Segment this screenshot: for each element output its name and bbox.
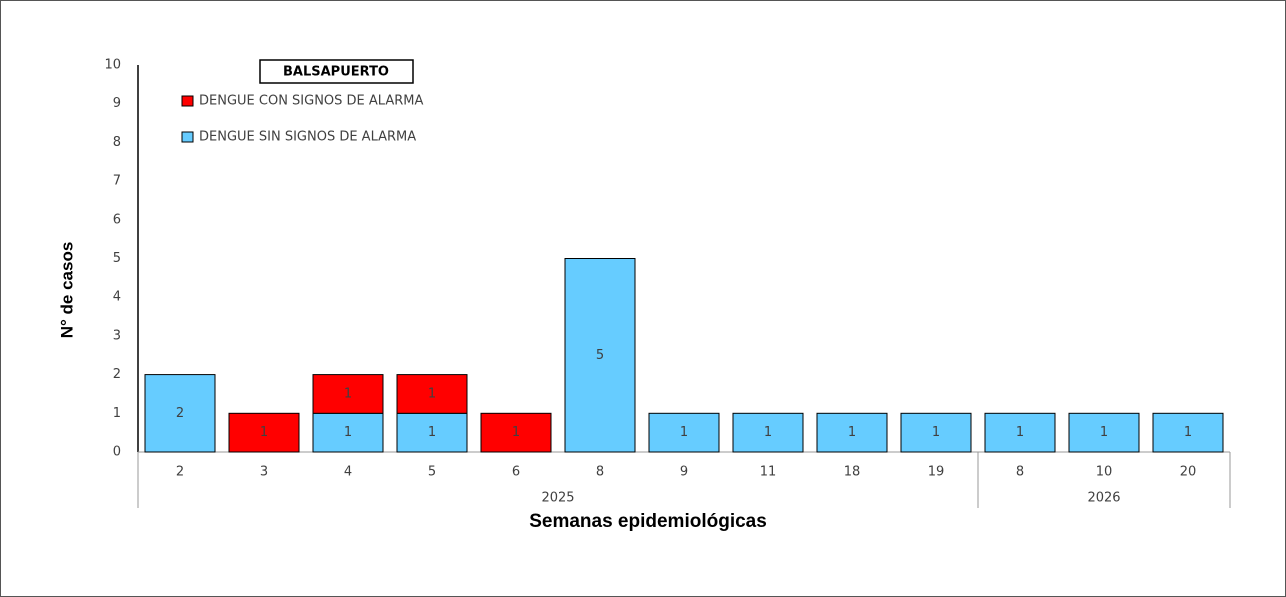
value-label: 1 [932,425,940,440]
bar-segment [732,412,804,453]
legend-swatch [181,131,194,143]
x-tick-label: 8 [1016,465,1024,480]
bar-segment [480,412,552,453]
bar-segment [144,374,216,453]
x-tick-label: 8 [596,465,604,480]
bar-segment [396,374,468,414]
bar-segment [228,412,300,453]
value-label: 1 [344,386,352,401]
x-axis-title: Semanas epidemiológicas [529,511,767,532]
bar-segment [312,374,384,414]
y-tick-label: 9 [113,96,121,111]
x-tick-label: 5 [428,465,436,480]
x-tick-label: 3 [260,465,268,480]
y-tick-label: 6 [113,212,121,227]
value-label: 1 [1184,425,1192,440]
bar-segment [816,412,888,453]
value-label: 1 [848,425,856,440]
x-tick-label: 2 [176,465,184,480]
value-label: 1 [764,425,772,440]
y-axis-title: N° de casos [57,242,76,339]
y-tick-label: 7 [113,174,121,189]
value-label: 1 [680,425,688,440]
bar-segment [1068,412,1140,453]
x-tick-label: 6 [512,465,520,480]
group-label: 2026 [1087,491,1120,506]
chart-title: BALSAPUERTO [283,65,389,80]
y-tick-label: 4 [113,290,121,305]
x-tick-label: 10 [1096,465,1113,480]
value-label: 1 [1100,425,1108,440]
y-tick-label: 3 [113,328,121,343]
value-label: 1 [428,386,436,401]
y-tick-label: 0 [113,445,121,460]
y-tick-label: 2 [113,367,121,382]
value-label: 1 [512,425,520,440]
x-tick-label: 9 [680,465,688,480]
value-label: 1 [260,425,268,440]
x-tick-label: 11 [760,465,777,480]
value-label: 2 [176,406,184,421]
y-tick-label: 10 [104,58,121,73]
x-tick-label: 20 [1180,465,1197,480]
title-box [259,59,414,84]
y-tick-label: 1 [113,406,121,421]
value-label: 1 [1016,425,1024,440]
bar-segment [984,412,1056,453]
bar-segment [564,258,636,453]
bar-segment [648,412,720,453]
x-tick-label: 19 [928,465,945,480]
legend-swatch [181,95,194,107]
value-label: 1 [428,425,436,440]
bar-segment [312,412,384,453]
value-label: 5 [596,348,604,363]
bar-segment [396,412,468,453]
y-tick-label: 8 [113,135,121,150]
legend-label: DENGUE CON SIGNOS DE ALARMA [199,94,423,109]
legend-label: DENGUE SIN SIGNOS DE ALARMA [199,130,416,145]
x-tick-label: 18 [844,465,861,480]
y-tick-label: 5 [113,251,121,266]
bar-segment [900,412,972,453]
group-label: 2025 [541,491,574,506]
bar-segment [1152,412,1224,453]
value-label: 1 [344,425,352,440]
x-tick-label: 4 [344,465,352,480]
